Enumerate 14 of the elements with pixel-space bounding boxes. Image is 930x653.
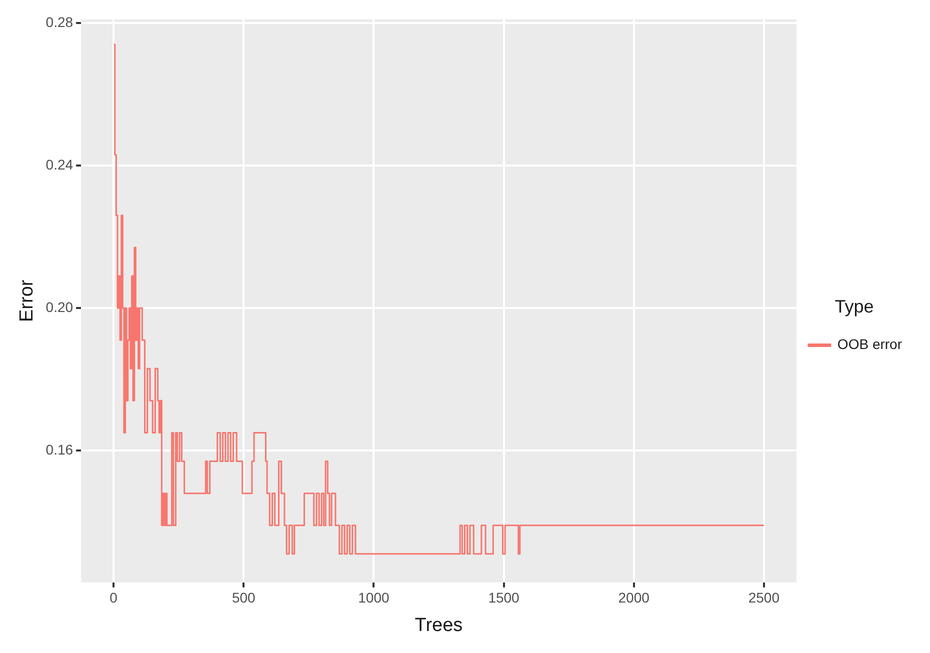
x-tick-label: 2500 [748, 590, 780, 606]
x-tick-label: 2000 [618, 590, 650, 606]
x-tick-label: 500 [232, 590, 256, 606]
y-tick-label: 0.28 [46, 14, 74, 30]
legend-title: Type [834, 296, 874, 317]
x-axis-title: Trees [414, 614, 463, 636]
x-tick-label: 0 [110, 590, 118, 606]
y-axis-title: Error [16, 279, 38, 322]
legend-label: OOB error [837, 336, 902, 352]
y-tick-label: 0.20 [46, 298, 74, 315]
y-tick-label: 0.24 [46, 156, 74, 172]
y-tick-label: 0.16 [46, 441, 74, 458]
x-tick-label: 1000 [358, 590, 390, 606]
x-tick-label: 1500 [488, 590, 520, 606]
